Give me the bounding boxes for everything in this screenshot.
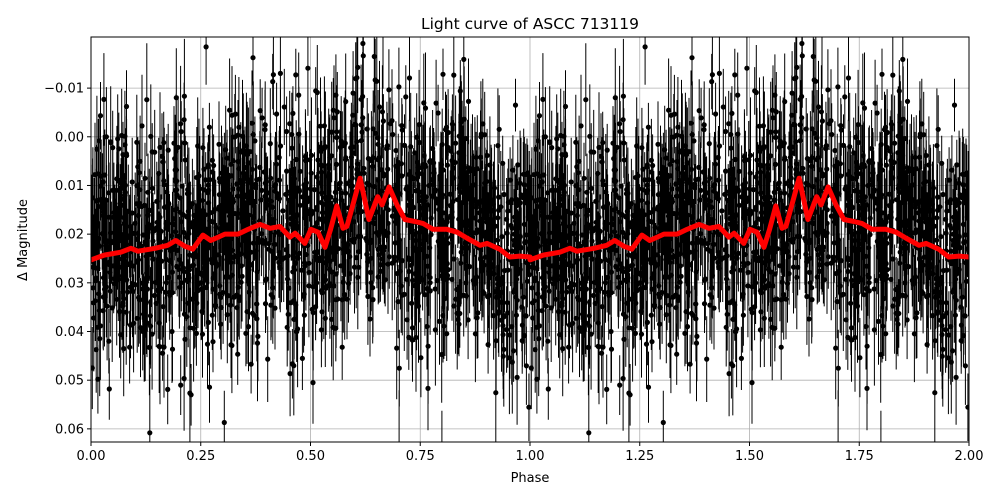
x-axis-label: Phase [511, 471, 550, 486]
x-axis-ticks: 0.00 0.25 0.50 0.75 1.00 1.25 1.50 1.75 2.00 [77, 442, 984, 464]
y-axis-label: Δ Magnitude [16, 199, 31, 281]
y-tick-label: 0.03 [55, 276, 84, 291]
x-tick-label: 1.00 [516, 449, 545, 464]
y-tick-label: 0.01 [55, 179, 84, 194]
x-tick-label: 0.00 [77, 449, 106, 464]
y-tick-label: −0.01 [44, 82, 84, 97]
x-tick-label: 0.50 [296, 449, 325, 464]
x-tick-label: 2.00 [955, 449, 984, 464]
binned-mean-line [91, 175, 969, 263]
y-tick-label: 0.06 [55, 422, 84, 437]
y-tick-label: 0.00 [55, 130, 84, 145]
x-tick-label: 0.25 [186, 449, 215, 464]
x-tick-label: 1.75 [845, 449, 874, 464]
x-tick-label: 0.75 [406, 449, 435, 464]
y-tick-label: 0.02 [55, 228, 84, 243]
chart-title: Light curve of ASCC 713119 [421, 15, 639, 33]
y-tick-label: 0.05 [55, 374, 84, 389]
y-tick-label: 0.04 [55, 325, 84, 340]
y-axis-ticks: −0.01 0.00 0.01 0.02 0.03 0.04 0.05 0.06 [44, 82, 91, 437]
x-tick-label: 1.50 [735, 449, 764, 464]
x-tick-label: 1.25 [625, 449, 654, 464]
